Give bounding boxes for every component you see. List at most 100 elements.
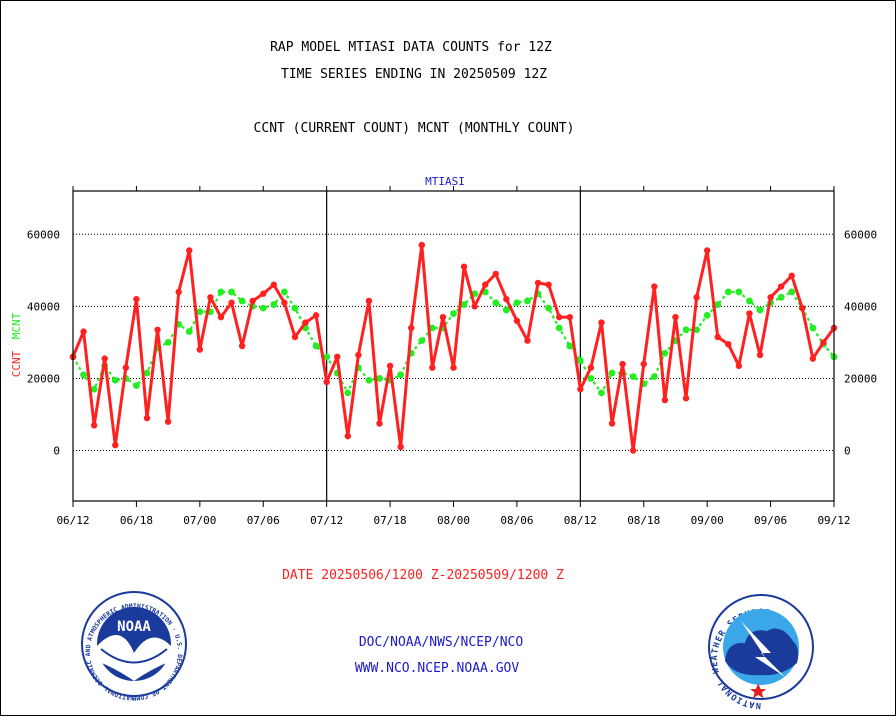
point-ccnt bbox=[281, 299, 288, 306]
point-mcnt bbox=[587, 375, 595, 382]
point-ccnt bbox=[672, 313, 679, 321]
point-mcnt bbox=[259, 304, 267, 312]
point-ccnt bbox=[513, 317, 521, 324]
x-tick-label: 07/06 bbox=[247, 514, 280, 527]
y-tick-label-right: 20000 bbox=[844, 372, 877, 385]
point-mcnt bbox=[270, 301, 278, 308]
point-mcnt bbox=[344, 389, 352, 397]
point-ccnt bbox=[397, 443, 404, 451]
point-ccnt bbox=[503, 295, 510, 303]
x-tick-label: 09/06 bbox=[754, 514, 787, 527]
point-mcnt bbox=[788, 288, 796, 296]
point-ccnt bbox=[492, 270, 499, 278]
point-ccnt bbox=[386, 362, 394, 370]
point-mcnt bbox=[291, 304, 299, 312]
point-mcnt bbox=[312, 342, 320, 350]
point-mcnt bbox=[682, 326, 690, 334]
grid-layer bbox=[73, 191, 834, 501]
point-ccnt bbox=[714, 333, 721, 341]
point-ccnt bbox=[482, 281, 489, 288]
point-ccnt bbox=[355, 351, 362, 359]
point-mcnt bbox=[724, 288, 732, 296]
nws-logo: NATIONAL WEATHER SERVICE bbox=[708, 594, 814, 710]
point-ccnt bbox=[101, 355, 108, 362]
chart-title-line2: TIME SERIES ENDING IN 20250509 12Z bbox=[281, 67, 547, 82]
y-tick-label-right: 0 bbox=[844, 445, 851, 458]
point-mcnt bbox=[661, 349, 669, 357]
point-ccnt bbox=[80, 328, 87, 335]
chart-title-line1: RAP MODEL MTIASI DATA COUNTS for 12Z bbox=[270, 40, 552, 55]
point-ccnt bbox=[207, 294, 214, 301]
point-mcnt bbox=[492, 299, 500, 307]
point-mcnt bbox=[608, 369, 616, 377]
point-mcnt bbox=[650, 373, 658, 381]
x-tick-label: 08/06 bbox=[500, 514, 533, 527]
point-ccnt bbox=[291, 333, 299, 341]
footer-line1: DOC/NOAA/NWS/NCEP/NCO bbox=[359, 635, 524, 650]
x-tick-label: 07/00 bbox=[183, 514, 216, 527]
point-mcnt bbox=[428, 324, 436, 332]
y-tick-label-right: 40000 bbox=[844, 300, 877, 313]
point-mcnt bbox=[323, 353, 331, 361]
point-mcnt bbox=[164, 338, 172, 346]
footer-line2: WWW.NCO.NCEP.NOAA.GOV bbox=[355, 661, 520, 676]
point-ccnt bbox=[777, 283, 785, 290]
point-ccnt bbox=[365, 297, 373, 305]
point-ccnt bbox=[344, 432, 352, 440]
point-mcnt bbox=[418, 337, 426, 344]
point-ccnt bbox=[746, 310, 753, 317]
axis-layer: 0 0 20000 20000 40000 40000 60000 60000 06/12 06/… bbox=[27, 186, 877, 527]
point-ccnt bbox=[196, 346, 204, 353]
point-mcnt bbox=[598, 389, 605, 397]
point-ccnt bbox=[186, 247, 193, 254]
point-ccnt bbox=[534, 279, 542, 287]
point-mcnt bbox=[576, 357, 584, 364]
point-ccnt bbox=[154, 326, 161, 333]
point-ccnt bbox=[450, 364, 457, 371]
point-ccnt bbox=[735, 362, 743, 370]
y-axis-label-ccnt: CCNT bbox=[10, 350, 23, 377]
point-ccnt bbox=[767, 294, 774, 301]
point-ccnt bbox=[809, 355, 817, 362]
point-mcnt bbox=[502, 306, 510, 314]
chart-panel-label: MTIASI bbox=[425, 175, 465, 188]
y-tick-label-right: 60000 bbox=[844, 228, 877, 241]
point-ccnt bbox=[608, 420, 616, 427]
point-mcnt bbox=[185, 328, 193, 335]
point-mcnt bbox=[735, 288, 743, 296]
point-ccnt bbox=[217, 313, 225, 321]
point-ccnt bbox=[524, 337, 531, 344]
point-mcnt bbox=[777, 293, 785, 301]
point-mcnt bbox=[513, 299, 521, 307]
point-ccnt bbox=[112, 441, 119, 449]
point-mcnt bbox=[555, 324, 563, 332]
point-mcnt bbox=[196, 308, 204, 316]
point-mcnt bbox=[756, 306, 764, 314]
point-mcnt bbox=[714, 301, 722, 308]
point-mcnt bbox=[809, 324, 817, 332]
series-line-ccnt bbox=[73, 243, 834, 453]
point-mcnt bbox=[143, 369, 151, 377]
point-ccnt bbox=[682, 395, 690, 402]
point-mcnt bbox=[746, 297, 753, 305]
point-mcnt bbox=[460, 301, 468, 308]
y-tick-label-left: 0 bbox=[53, 445, 60, 458]
x-tick-label: 07/18 bbox=[374, 514, 407, 527]
point-ccnt bbox=[619, 360, 626, 368]
x-tick-label: 08/12 bbox=[564, 514, 597, 527]
plot-border bbox=[72, 190, 835, 502]
y-axis-label-mcnt: MCNT bbox=[10, 312, 23, 339]
point-ccnt bbox=[260, 290, 267, 297]
point-mcnt bbox=[450, 310, 457, 317]
noaa-logo-text: NOAA bbox=[117, 619, 151, 635]
x-tick-label: 08/18 bbox=[627, 514, 660, 527]
point-mcnt bbox=[111, 376, 119, 384]
x-tick-label: 09/12 bbox=[817, 514, 850, 527]
point-ccnt bbox=[756, 351, 764, 359]
point-ccnt bbox=[122, 364, 130, 371]
point-ccnt bbox=[238, 342, 246, 350]
point-ccnt bbox=[788, 272, 795, 279]
point-ccnt bbox=[302, 319, 309, 326]
